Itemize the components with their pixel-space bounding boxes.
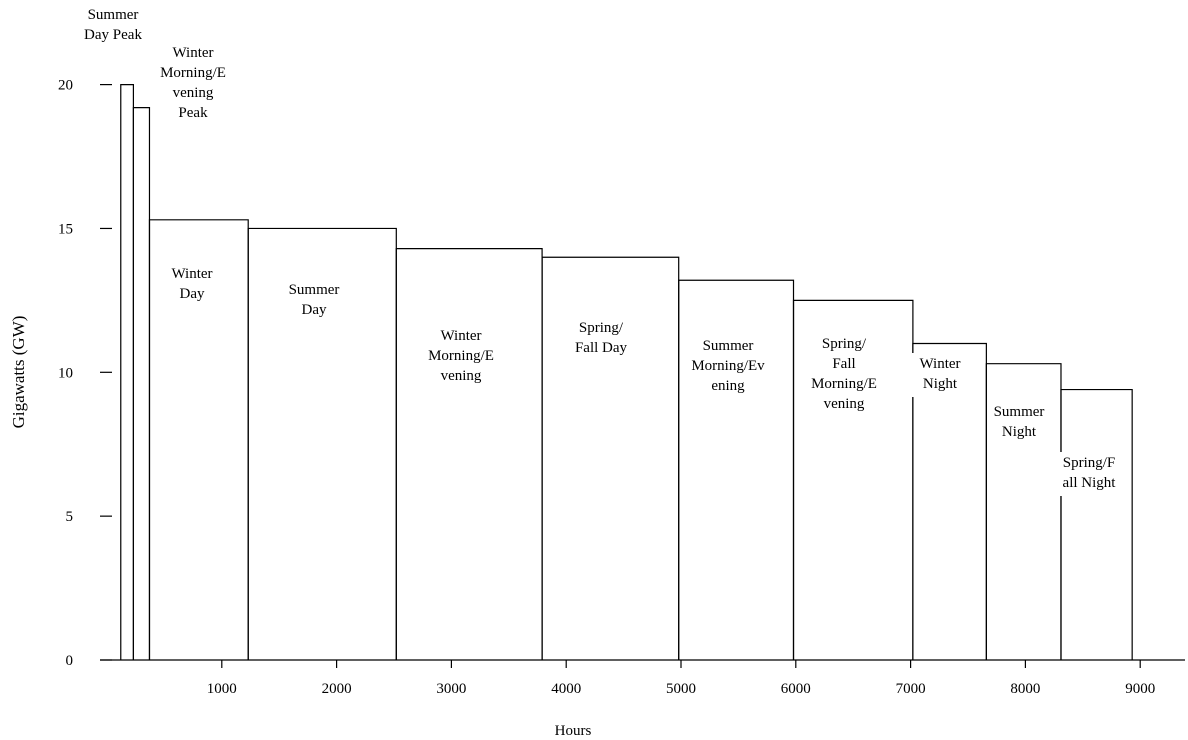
bar-label-background (74, 4, 152, 48)
bar-label-background (162, 263, 222, 307)
bar-label: Summer Morning/Ev ening (691, 338, 765, 394)
bar-label-line: Night (923, 376, 958, 392)
bar-label-background (801, 333, 887, 417)
bar-label-line: Winter (919, 356, 960, 372)
bar-label: Summer Day Peak (84, 7, 142, 43)
bar-label: Summer Day (289, 282, 340, 318)
bar-label: Winter Morning/E vening (428, 328, 494, 384)
bar (395, 247, 543, 660)
bar-label-line: ening (711, 378, 745, 394)
bar-label-line: Summer (289, 282, 340, 298)
ticks-layer: 0 5 10 15 20 1000 2000 3000 4000 5000 6000 7000 8000… (58, 78, 1155, 697)
bar-label-line: Fall Day (575, 340, 628, 356)
bar-outline (395, 247, 543, 660)
bar-label-line: Day Peak (84, 27, 142, 43)
bar-label-background (150, 42, 236, 126)
bar-label-line: Winter (171, 266, 212, 282)
bar-label-background (910, 353, 970, 397)
x-tick-label: 6000 (781, 681, 811, 697)
x-tick-label: 9000 (1125, 681, 1155, 697)
bar-label-line: Winter (440, 328, 481, 344)
bar-outline (120, 84, 135, 660)
bar-label: Spring/Fall Day (575, 320, 628, 356)
x-tick-label: 8000 (1010, 681, 1040, 697)
y-tick-label: 20 (58, 78, 73, 94)
bar-label-line: Spring/F (1063, 455, 1116, 471)
bar-label-line: Spring/ (822, 336, 867, 352)
bar (1060, 388, 1133, 660)
bar (132, 107, 151, 660)
bar-label: Winter Morning/E vening Peak (160, 45, 226, 121)
bar-label-line: Winter (172, 45, 213, 61)
bar-label-line: Summer (703, 338, 754, 354)
bar-label-line: all Night (1063, 475, 1117, 491)
bar-label: Spring/Fall Morning/E vening (811, 336, 877, 412)
bar-label-line: Morning/E (811, 376, 877, 392)
y-tick-label: 15 (58, 221, 73, 237)
bar-label-background (681, 335, 775, 399)
x-axis-title: Hours (555, 723, 592, 739)
bar-label-line: Spring/ (579, 320, 624, 336)
bar-outline (1060, 388, 1133, 660)
bar-label-line: Day (302, 302, 327, 318)
y-tick-label: 5 (66, 509, 74, 525)
bars-layer (120, 84, 1133, 660)
bar-label: Summer Night (994, 404, 1045, 440)
x-tick-label: 2000 (322, 681, 352, 697)
bar (120, 84, 135, 660)
bar-label-line: Morning/E (428, 348, 494, 364)
bar-label: Winter Day (171, 266, 212, 302)
bar-outline (132, 107, 151, 660)
y-axis-title: Gigawatts (GW) (9, 316, 28, 429)
y-tick-label: 0 (66, 653, 74, 669)
bar-label-line: Day (180, 286, 205, 302)
x-tick-label: 7000 (896, 681, 926, 697)
bar-label-background (418, 325, 504, 389)
bar-label: Spring/F all Night (1063, 455, 1117, 491)
x-tick-label: 3000 (436, 681, 466, 697)
x-tick-label: 5000 (666, 681, 696, 697)
x-tick-label: 4000 (551, 681, 581, 697)
bar-label-background (562, 317, 640, 361)
bar-label-background (989, 401, 1049, 445)
y-tick-label: 10 (58, 365, 73, 381)
bar-label-line: vening (441, 368, 482, 384)
bar-label-line: Morning/Ev (691, 358, 765, 374)
x-tick-label: 1000 (207, 681, 237, 697)
bar-label-line: Summer (994, 404, 1045, 420)
bar-label-line: Night (1002, 424, 1037, 440)
bar-label-line: vening (824, 396, 865, 412)
bar-label-line: Morning/E (160, 65, 226, 81)
bar-label-line: Peak (178, 105, 208, 121)
bar-label-line: vening (173, 85, 214, 101)
bar-label-line: Fall (832, 356, 855, 372)
bar-label-line: Summer (88, 7, 139, 23)
bar-label-background (284, 279, 344, 323)
bar-label: Winter Night (919, 356, 960, 392)
bar-label-background (1046, 452, 1132, 496)
